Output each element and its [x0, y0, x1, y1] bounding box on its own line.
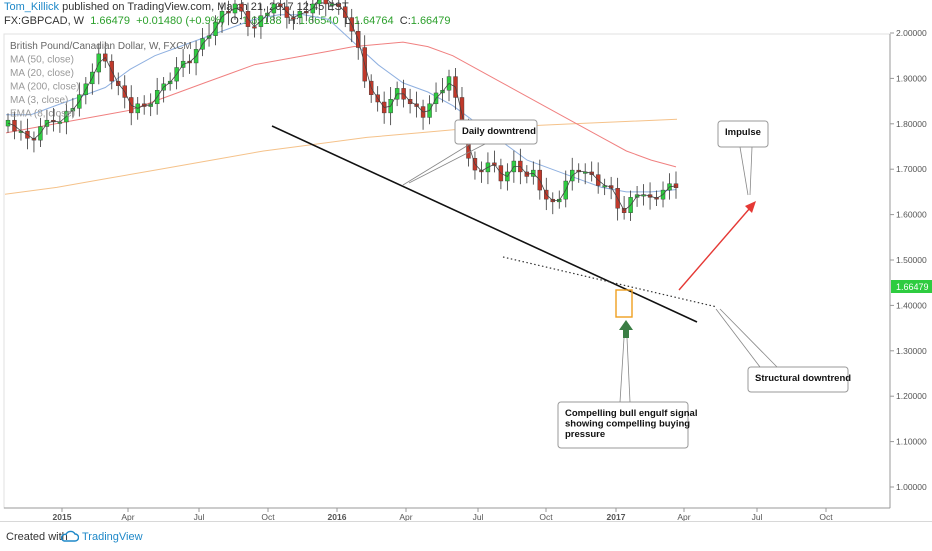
author-link[interactable]: Tom_Killick [4, 1, 60, 13]
quote-line: FX:GBPCAD, W 1.66479 +0.01480 (+0.9%) O:… [4, 15, 451, 27]
x-tick-label: Jul [752, 512, 763, 521]
structural-downtrend-callout-pointer [719, 308, 778, 368]
published-text: published on TradingView.com, March 21, … [59, 1, 349, 13]
plot-area [3, 33, 891, 509]
footer-bar: Created with TradingView [0, 521, 932, 551]
price-chart[interactable]: 1.00000 1.10000 1.20000 1.30000 1.40000 1.500… [0, 0, 932, 521]
legend-entry: EMA (8, close) [10, 109, 75, 120]
publish-line: Tom_Killick published on TradingView.com… [4, 1, 349, 13]
structural-downtrend-line [502, 256, 718, 308]
y-tick-label: 1.50000 [896, 255, 927, 265]
created-with-text: Created with [6, 531, 68, 543]
y-tick-label: 1.70000 [896, 164, 927, 174]
engulf-up-arrow-icon [619, 320, 633, 338]
y-tick-label: 1.80000 [896, 119, 927, 129]
ma3-line [7, 0, 677, 212]
open-label: O: [230, 15, 242, 27]
low-label: L: [344, 15, 354, 27]
legend-entry: MA (3, close) [10, 95, 68, 106]
structural-downtrend-callout-text: Structural downtrend [755, 373, 851, 384]
x-tick-label: Oct [819, 512, 833, 521]
daily-downtrend-callout-pointer [408, 143, 486, 184]
ma20-line [6, 14, 677, 193]
symbol-label: FX:GBPCAD, W [4, 15, 85, 27]
y-tick-label: 1.00000 [896, 482, 927, 492]
bull-engulf-callout-text: pressure [565, 429, 605, 440]
bull-engulf-callout-box [557, 401, 689, 449]
price-change: +0.01480 (+0.9%) [136, 15, 225, 27]
structural-downtrend-callout-pointer [715, 308, 761, 368]
x-tick-label: 2015 [53, 512, 72, 521]
x-tick-label: Jul [194, 512, 205, 521]
x-tick-label: 2016 [328, 512, 347, 521]
x-tick-label: Jul [473, 512, 484, 521]
daily-downtrend-callout-pointer [402, 143, 471, 186]
x-tick-label: Apr [399, 512, 412, 521]
engulf-highlight-box [615, 289, 633, 318]
tradingview-cloud-icon [61, 530, 79, 542]
daily-downtrend-callout-text: Daily downtrend [462, 126, 536, 137]
impulse-callout-pointer [749, 146, 753, 196]
bull-engulf-callout-text: showing compelling buying [565, 419, 690, 430]
y-tick-label: 1.10000 [896, 437, 927, 447]
y-tick-label: 1.40000 [896, 300, 927, 310]
close-label: C: [399, 15, 411, 27]
x-tick-label: Oct [261, 512, 275, 521]
bull-engulf-callout-pointer [626, 337, 631, 403]
structural-downtrend-callout-box [747, 366, 849, 393]
impulse-arrow-head [745, 201, 756, 213]
daily-downtrend-callout-box [454, 119, 538, 145]
last-price-tag [891, 280, 932, 293]
last-price-tag-label: 1.66479 [896, 282, 929, 292]
bull-engulf-callout-pointer [619, 337, 625, 403]
x-tick-label: 2017 [607, 512, 626, 521]
impulse-callout-text: Impulse [725, 127, 761, 138]
candle-down [323, 0, 328, 5]
impulse-callout-box [717, 120, 769, 148]
legend-entry: British Pound/Canadian Dollar, W, FXCM [10, 41, 192, 52]
y-tick-label: 1.20000 [896, 391, 927, 401]
y-tick-label: 1.60000 [896, 210, 927, 220]
legend-entry: MA (50, close) [10, 55, 74, 66]
candle-up [317, 0, 322, 5]
last-price: 1.66479 [90, 15, 130, 27]
impulse-callout-pointer [739, 146, 749, 196]
x-tick-label: Oct [539, 512, 553, 521]
ma200-line [4, 118, 678, 195]
x-tick-label: Apr [121, 512, 134, 521]
y-tick-label: 1.30000 [896, 346, 927, 356]
high-value: 1.66540 [298, 15, 339, 27]
y-tick-label: 1.90000 [896, 73, 927, 83]
impulse-arrow-line [678, 207, 751, 291]
ma50-line [5, 41, 677, 168]
y-tick-label: 2.00000 [896, 28, 927, 38]
low-value: 1.64764 [353, 15, 394, 27]
close-value: 1.66479 [410, 15, 451, 27]
bull-engulf-callout-text: Compelling bull engulf signal [565, 408, 697, 419]
legend-entry: MA (200, close) [10, 82, 79, 93]
x-tick-label: Apr [677, 512, 690, 521]
chart-header: Tom_Killick published on TradingView.com… [0, 0, 932, 28]
legend-entry: MA (20, close) [10, 68, 74, 79]
tradingview-brand-link[interactable]: TradingView [82, 531, 143, 543]
